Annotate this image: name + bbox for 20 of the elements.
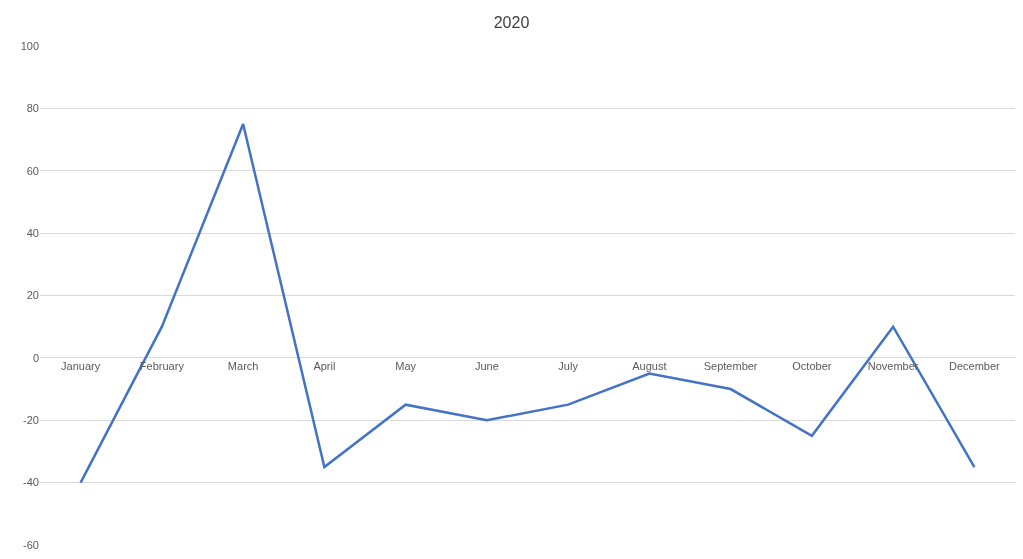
y-tick-label: 80 [26,102,39,115]
y-tick-label: -20 [23,414,39,427]
y-tick-label: 20 [26,289,39,302]
x-tick-label: August [632,359,667,372]
x-tick-label: June [474,359,499,372]
y-tick-label: -40 [23,476,39,489]
x-tick-label: January [61,359,101,372]
x-tick-label: March [227,359,259,372]
y-tick-label: 40 [26,226,39,239]
y-tick-label: -60 [23,538,39,551]
x-tick-label: July [558,359,579,372]
y-tick-label: 100 [20,39,39,52]
x-tick-label: April [313,359,336,372]
y-tick-label: 60 [26,164,39,177]
chart-title: 2020 [493,13,530,31]
x-tick-label: December [949,359,1001,372]
x-tick-label: October [792,359,832,372]
x-tick-label: May [395,359,417,372]
x-tick-label: September [703,359,758,372]
y-tick-label: 0 [32,351,39,364]
